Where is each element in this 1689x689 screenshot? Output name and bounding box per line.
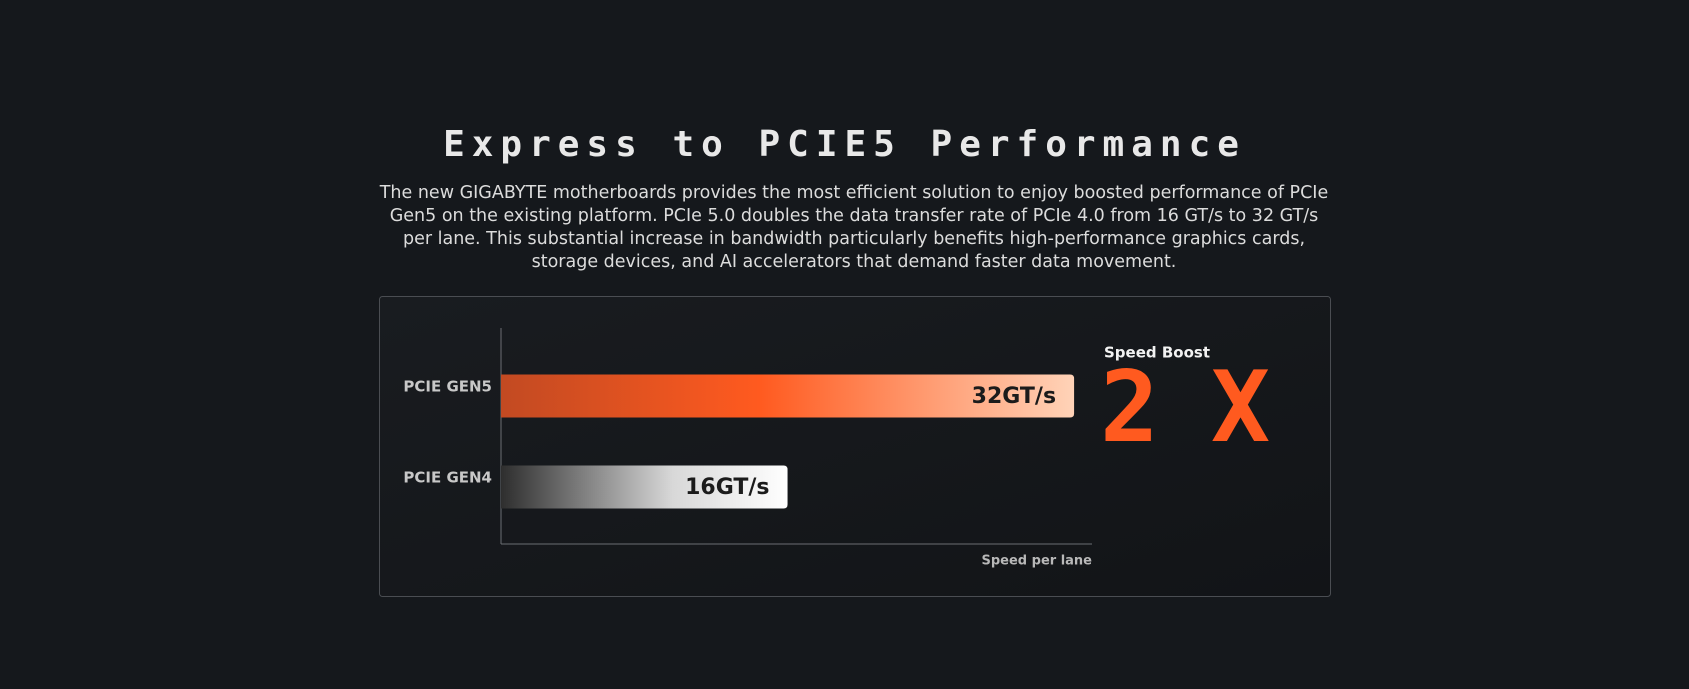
bar <box>501 374 1075 418</box>
category-label: PCIE GEN5 <box>403 378 492 396</box>
chart-panel <box>379 296 1331 597</box>
bar <box>501 465 788 509</box>
x-axis-label: Speed per lane <box>982 554 1093 569</box>
value-label: 32GT/s <box>972 384 1056 409</box>
section-description: The new GIGABYTE motherboards provides t… <box>379 183 1329 272</box>
category-label: PCIE GEN4 <box>403 469 492 487</box>
callout-label: Speed Boost <box>1104 344 1210 362</box>
section-title: Express to PCIE5 Performance <box>443 124 1246 165</box>
value-label: 16GT/s <box>685 475 769 500</box>
